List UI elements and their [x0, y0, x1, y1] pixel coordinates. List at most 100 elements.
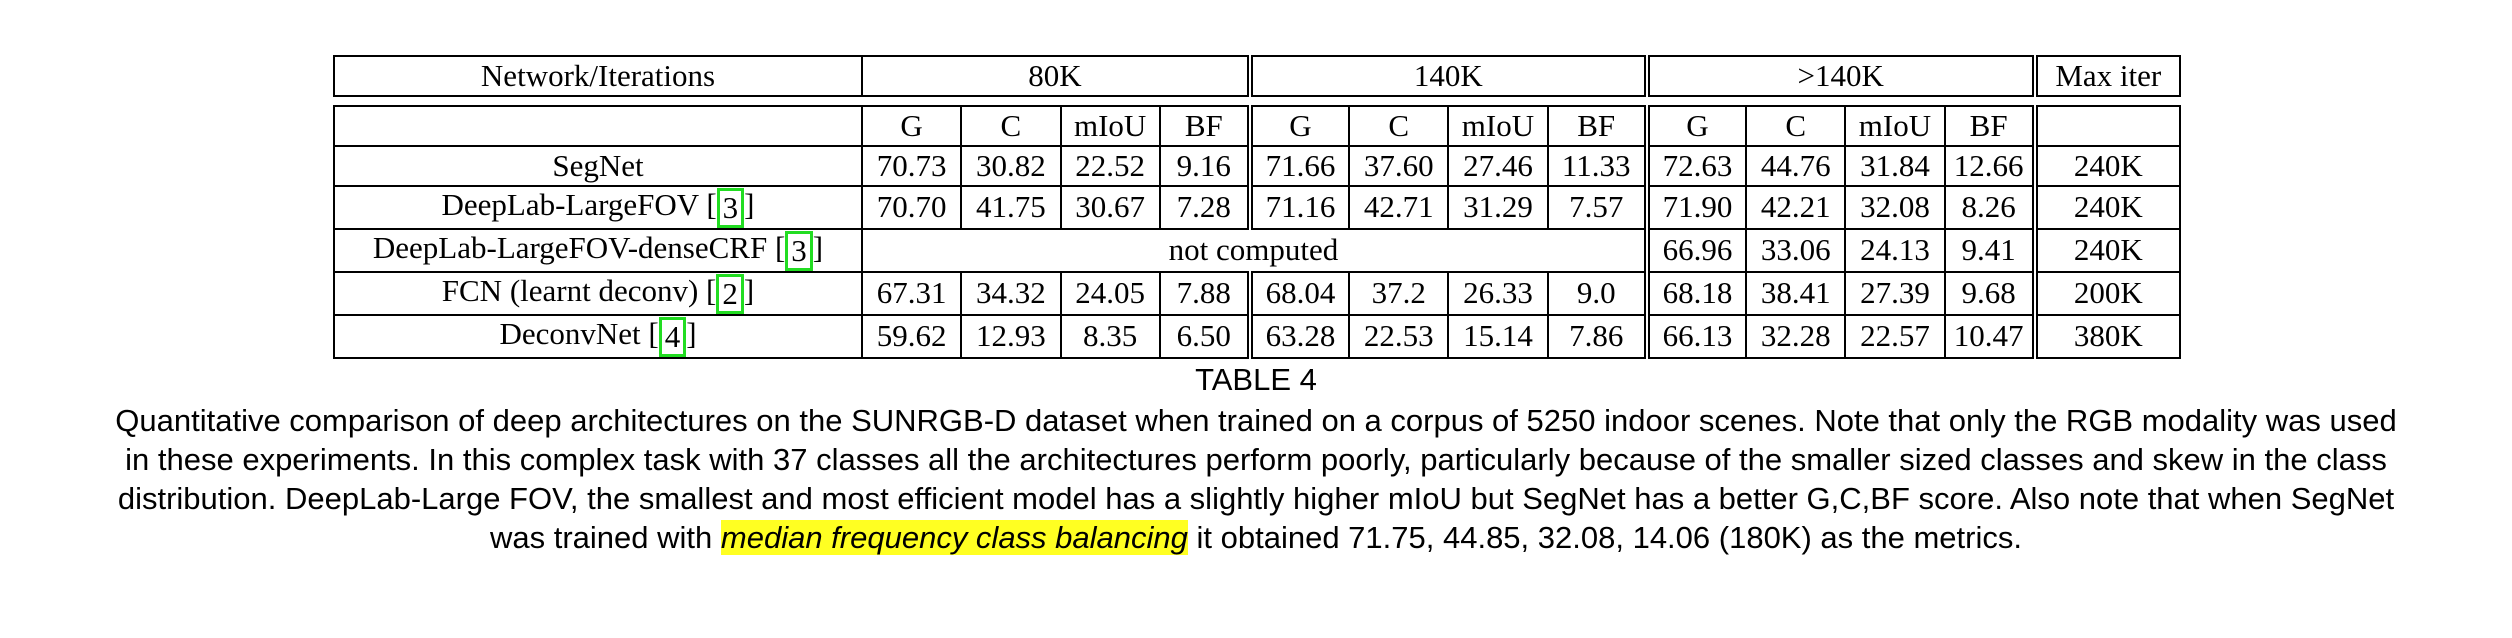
subheader-cell: mIoU	[1059, 105, 1161, 147]
table-cell: 30.67	[1059, 185, 1161, 230]
table-cell: 68.18	[1643, 270, 1748, 316]
table-cell: 24.13	[1844, 227, 1946, 273]
row-network-name: FCN (learnt deconv) [2]	[333, 270, 863, 316]
subheader-cell: C	[960, 105, 1062, 147]
citation-bracket: ]	[744, 187, 755, 222]
table-cell: 26.33	[1447, 270, 1549, 316]
row-network-name: DeepLab-LargeFOV-denseCRF [3]	[333, 227, 863, 273]
network-header: Network/Iterations	[333, 55, 863, 97]
table-cell: 70.73	[860, 145, 963, 187]
citation-link[interactable]: 4	[658, 316, 687, 357]
table-cell: 32.08	[1844, 185, 1946, 230]
table-cell: 7.28	[1158, 185, 1251, 230]
group-header-140k: 140K	[1246, 55, 1648, 97]
table-row: FCN (learnt deconv) [2] 67.31 34.32 24.05 7.…	[333, 270, 2182, 316]
citation-link[interactable]: 3	[716, 187, 745, 228]
table-cell: 9.16	[1158, 145, 1251, 187]
table-cell: 9.0	[1546, 270, 1648, 316]
subheader-cell: G	[1643, 105, 1748, 147]
subheader-cell: BF	[1158, 105, 1251, 147]
table-cell: 15.14	[1447, 313, 1549, 359]
max-iter-cell: 240K	[2031, 145, 2182, 187]
table-cell: 72.63	[1643, 145, 1748, 187]
row-network-name: DeconvNet [4]	[333, 313, 863, 359]
table-cell: 70.70	[860, 185, 963, 230]
table-row: DeconvNet [4] 59.62 12.93 8.35 6.50 63.28 22.5…	[333, 313, 2182, 359]
table-cell: 37.2	[1348, 270, 1450, 316]
subheader-cell: C	[1348, 105, 1450, 147]
table-cell: 27.46	[1447, 145, 1549, 187]
header-gap	[334, 95, 2180, 107]
network-name-text: FCN (learnt deconv) [	[441, 272, 717, 308]
max-iter-cell: 240K	[2031, 227, 2182, 273]
group-header-gt140k: >140K	[1643, 55, 2036, 97]
table-cell: 22.53	[1348, 313, 1450, 359]
subheader-cell: BF	[1546, 105, 1648, 147]
table-cell: 59.62	[860, 313, 963, 359]
table-cell: 32.28	[1745, 313, 1847, 359]
network-name-text: DeconvNet [	[499, 315, 659, 351]
table-cell: 9.41	[1943, 227, 2036, 273]
table-cell: 12.93	[960, 313, 1062, 359]
table-cell: 22.57	[1844, 313, 1946, 359]
table-cell: 8.26	[1943, 185, 2036, 230]
table-row: DeepLab-LargeFOV-denseCRF [3] not compute…	[333, 227, 2182, 273]
subheader-cell: mIoU	[1447, 105, 1549, 147]
table-cell: 41.75	[960, 185, 1062, 230]
table-cell: 11.33	[1546, 145, 1648, 187]
table-cell: 7.57	[1546, 185, 1648, 230]
table-cell: 31.84	[1844, 145, 1946, 187]
table-cell: 63.28	[1246, 313, 1351, 359]
table-cell: 30.82	[960, 145, 1062, 187]
table-cell: 6.50	[1158, 313, 1251, 359]
network-name-text: SegNet	[552, 148, 644, 183]
table-cell: 9.68	[1943, 270, 2036, 316]
subheader-cell: mIoU	[1844, 105, 1946, 147]
table-caption-text: Quantitative comparison of deep architec…	[100, 401, 2412, 557]
group-header-80k: 80K	[861, 55, 1251, 97]
subheader-cell: G	[860, 105, 963, 147]
table-cell: 33.06	[1745, 227, 1847, 273]
caption-highlight: median frequency class balancing	[720, 520, 1188, 555]
network-name-text: DeepLab-LargeFOV [	[441, 187, 717, 222]
subheader-cell: G	[1246, 105, 1351, 147]
table-cell: 66.13	[1643, 313, 1748, 359]
table-cell: 10.47	[1943, 313, 2036, 359]
caption-text-after: it obtained 71.75, 44.85, 32.08, 14.06 (…	[1187, 520, 2022, 555]
table-cell: 38.41	[1745, 270, 1847, 316]
subheader-cell: BF	[1943, 105, 2036, 147]
caption-text-before: Quantitative comparison of deep architec…	[115, 403, 2397, 555]
table-cell: 22.52	[1059, 145, 1161, 187]
not-computed-cell: not computed	[861, 227, 1647, 273]
max-iter-cell: 380K	[2031, 313, 2182, 359]
subheader-row: G C mIoU BF G C mIoU BF G C mIoU BF	[333, 105, 2182, 147]
table-cell: 71.90	[1643, 185, 1748, 230]
table-cell: 31.29	[1447, 185, 1549, 230]
table-cell: 24.05	[1059, 270, 1161, 316]
row-network-name: SegNet	[333, 145, 863, 187]
citation-bracket: ]	[686, 315, 697, 351]
table-row: DeepLab-LargeFOV [3] 70.70 41.75 30.67 7.28 7…	[333, 185, 2182, 230]
table-row: SegNet 70.73 30.82 22.52 9.16 71.66 37.60 27.46…	[333, 145, 2182, 187]
table-cell: 67.31	[860, 270, 963, 316]
citation-link[interactable]: 3	[785, 230, 813, 271]
table-cell: 7.88	[1158, 270, 1251, 316]
table-cell: 44.76	[1745, 145, 1847, 187]
header-row: Network/Iterations 80K 140K >140K Max it…	[333, 55, 2182, 97]
citation-link[interactable]: 2	[716, 273, 744, 314]
max-iter-cell: 200K	[2031, 270, 2182, 316]
subheader-empty	[2031, 105, 2182, 147]
table-cell: 27.39	[1844, 270, 1946, 316]
table-cell: 8.35	[1059, 313, 1161, 359]
citation-bracket: ]	[743, 272, 755, 308]
results-table-container: Network/Iterations 80K 140K >140K Max it…	[333, 55, 2182, 359]
table-cell: 71.66	[1246, 145, 1351, 187]
table-cell: 7.86	[1546, 313, 1648, 359]
table-cell: 66.96	[1643, 227, 1748, 273]
row-network-name: DeepLab-LargeFOV [3]	[333, 185, 863, 230]
network-name-text: DeepLab-LargeFOV-denseCRF [	[372, 229, 786, 265]
results-table: Network/Iterations 80K 140K >140K Max it…	[333, 55, 2182, 359]
table-caption-label: TABLE 4	[1195, 362, 1317, 397]
max-iter-cell: 240K	[2031, 185, 2182, 230]
table-cell: 34.32	[960, 270, 1062, 316]
